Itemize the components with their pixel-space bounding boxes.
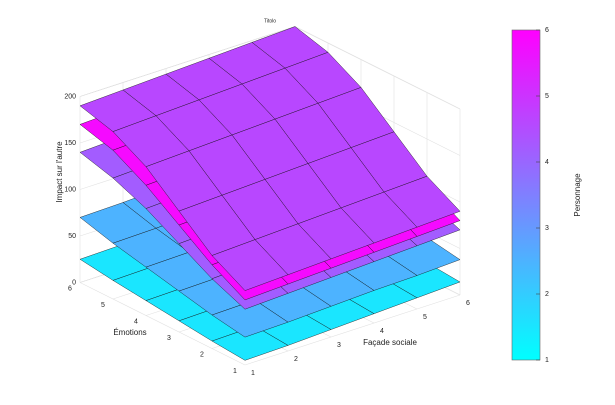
- x-axis-label: Façade sociale: [363, 338, 417, 347]
- x-tick-label: 2: [294, 356, 298, 363]
- colorbar-tick-label: 4: [545, 159, 549, 166]
- y-tick-label: 5: [101, 302, 105, 309]
- y-tick-label: 2: [200, 351, 204, 358]
- y-tick-label: 4: [134, 318, 138, 325]
- z-tick-label: 100: [64, 186, 76, 193]
- grid-line: [294, 26, 461, 110]
- z-tick-label: 200: [64, 93, 76, 100]
- colorbar-tick-label: 5: [545, 93, 549, 100]
- surface-patch: [211, 239, 289, 291]
- z-tick-label: 50: [68, 233, 76, 240]
- x-tick-label: 3: [337, 342, 341, 349]
- y-tick-label: 1: [233, 368, 237, 375]
- colorbar-label: Personnage: [573, 173, 582, 217]
- x-tick-label: 4: [380, 328, 384, 335]
- x-tick-label: 5: [423, 314, 427, 321]
- colorbar: [511, 29, 541, 361]
- colorbar-tick-label: 6: [545, 27, 549, 34]
- y-tick-label: 6: [68, 285, 72, 292]
- y-axis-label: Émotions: [113, 328, 146, 337]
- y-tick-label: 3: [167, 335, 171, 342]
- z-tick-label: 0: [72, 279, 76, 286]
- grid-line: [79, 282, 246, 366]
- colorbar-tick-label: 3: [545, 225, 549, 232]
- grid-line: [244, 294, 461, 366]
- chart-title: Titolo: [264, 18, 276, 24]
- x-tick-label: 1: [251, 370, 255, 377]
- z-axis-label: Impact sur l'autre: [55, 141, 64, 203]
- x-tick-label: 6: [466, 300, 470, 307]
- z-tick-label: 150: [64, 140, 76, 147]
- colorbar-tick-label: 1: [545, 357, 549, 364]
- grid-line: [79, 26, 296, 97]
- colorbar-tick-label: 2: [545, 291, 549, 298]
